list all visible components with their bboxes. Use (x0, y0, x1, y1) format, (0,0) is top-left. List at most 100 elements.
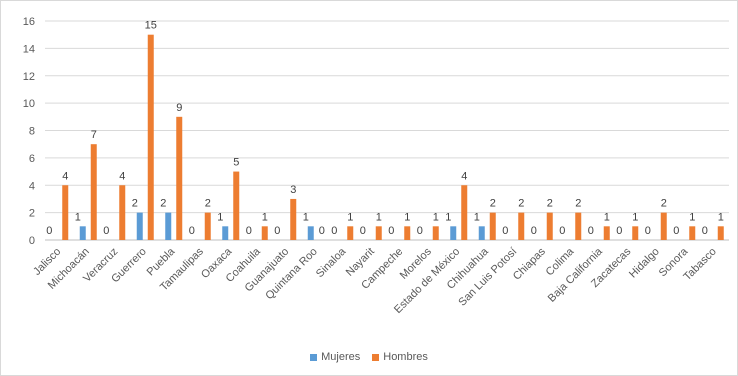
bar-mujeres (308, 226, 314, 240)
data-label: 3 (290, 184, 296, 196)
data-label: 4 (62, 170, 68, 182)
category-label: Quintana Roo (263, 246, 319, 302)
bar-hombres (490, 213, 496, 240)
data-label: 0 (388, 225, 394, 237)
y-tick-label: 8 (29, 126, 35, 138)
category-label: Chiapas (511, 245, 548, 282)
bar-hombres (718, 226, 724, 240)
y-axis-ticks: 0 2 4 6 8 10 12 14 16 (23, 16, 35, 247)
bar-hombres (119, 185, 125, 240)
bar-hombres (62, 185, 68, 240)
category-label: Hidalgo (627, 246, 662, 281)
data-label: 4 (119, 170, 125, 182)
y-tick-label: 0 (29, 235, 35, 247)
data-label: 1 (718, 211, 724, 223)
data-label: 5 (233, 157, 239, 169)
data-label: 0 (531, 225, 537, 237)
legend: Mujeres Hombres (1, 351, 737, 364)
bar-hombres (404, 226, 410, 240)
data-label: 0 (588, 225, 594, 237)
data-label: 1 (632, 211, 638, 223)
bar-hombres (604, 226, 610, 240)
data-label: 7 (91, 129, 97, 141)
data-label: 1 (376, 211, 382, 223)
bar-hombres (461, 185, 467, 240)
data-label: 2 (490, 198, 496, 210)
bar-hombres (547, 213, 553, 240)
bar-hombres (290, 199, 296, 240)
y-tick-label: 12 (23, 71, 35, 83)
data-label: 0 (673, 225, 679, 237)
data-label: 1 (689, 211, 695, 223)
data-label: 2 (661, 198, 667, 210)
bar-mujeres (479, 226, 485, 240)
legend-swatch (310, 354, 317, 361)
bar-hombres (262, 226, 268, 240)
legend-item: Mujeres (310, 351, 360, 363)
y-tick-label: 16 (23, 16, 35, 28)
data-label: 0 (645, 225, 651, 237)
data-label: 0 (46, 225, 52, 237)
bar-hombres (233, 172, 239, 240)
bar-hombres (689, 226, 695, 240)
legend-label: Hombres (383, 351, 428, 363)
y-tick-label: 14 (23, 43, 35, 55)
bar-mujeres (165, 213, 171, 240)
data-label: 2 (518, 198, 524, 210)
y-tick-label: 2 (29, 208, 35, 220)
y-tick-label: 4 (29, 180, 35, 192)
data-label: 0 (417, 225, 423, 237)
data-label: 2 (547, 198, 553, 210)
bar-hombres (205, 213, 211, 240)
data-label: 1 (445, 211, 451, 223)
data-label: 2 (160, 198, 166, 210)
bar-hombres (376, 226, 382, 240)
y-tick-label: 6 (29, 153, 35, 165)
gridlines (45, 21, 729, 240)
bar-hombres (148, 35, 154, 240)
data-label: 0 (702, 225, 708, 237)
category-label: Sinaloa (314, 245, 349, 280)
data-label: 0 (502, 225, 508, 237)
data-label: 0 (274, 225, 280, 237)
bar-mujeres (450, 226, 456, 240)
legend-label: Mujeres (321, 351, 360, 363)
bar-mujeres (80, 226, 86, 240)
data-label: 1 (262, 211, 268, 223)
bar-hombres (575, 213, 581, 240)
data-label: 9 (176, 102, 182, 114)
data-label: 1 (75, 211, 81, 223)
legend-item: Hombres (372, 351, 428, 363)
data-label: 0 (331, 225, 337, 237)
bar-hombres (91, 144, 97, 240)
data-label: 1 (303, 211, 309, 223)
bar-hombres (632, 226, 638, 240)
data-label: 0 (616, 225, 622, 237)
bar-hombres (347, 226, 353, 240)
bar-mujeres (222, 226, 228, 240)
bar-hombres (661, 213, 667, 240)
data-label: 2 (132, 198, 138, 210)
data-label: 1 (347, 211, 353, 223)
y-tick-label: 10 (23, 98, 35, 110)
data-label: 1 (433, 211, 439, 223)
data-label: 2 (205, 198, 211, 210)
data-label: 1 (604, 211, 610, 223)
data-label: 0 (319, 225, 325, 237)
bar-mujeres (137, 213, 143, 240)
data-label: 0 (360, 225, 366, 237)
legend-swatch (372, 354, 379, 361)
bar-hombres (176, 117, 182, 240)
bar-hombres (518, 213, 524, 240)
data-label: 0 (559, 225, 565, 237)
data-label: 15 (145, 20, 157, 32)
data-label: 0 (103, 225, 109, 237)
bar-hombres (433, 226, 439, 240)
x-axis-categories: JaliscoMichoacánVeracruzGuerreroPueblaTa… (31, 245, 719, 316)
data-label: 2 (575, 198, 581, 210)
data-label: 1 (217, 211, 223, 223)
data-label: 1 (404, 211, 410, 223)
data-label: 1 (474, 211, 480, 223)
